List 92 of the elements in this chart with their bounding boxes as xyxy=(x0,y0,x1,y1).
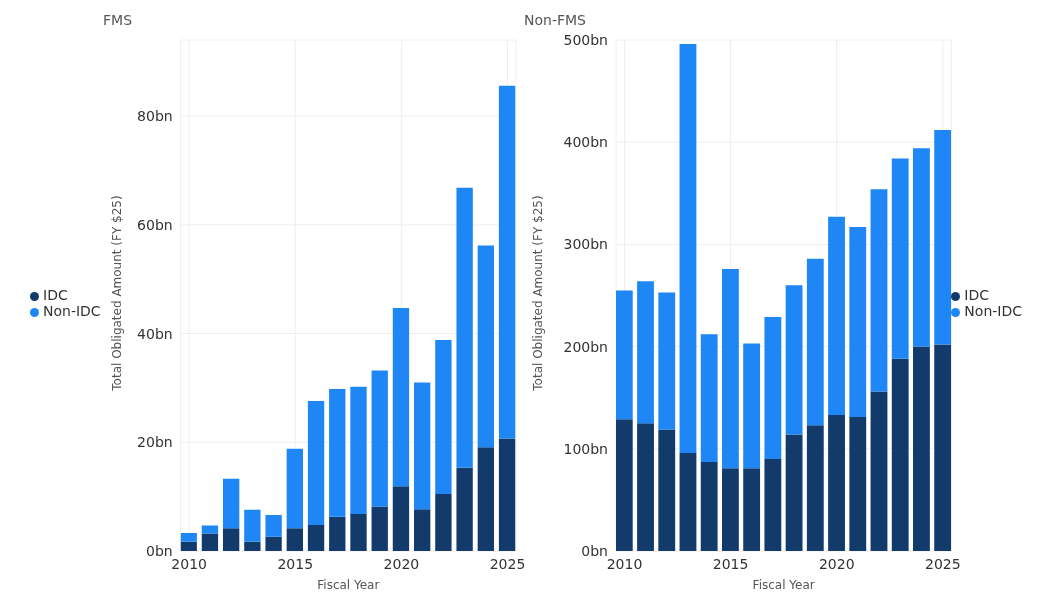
bar xyxy=(222,478,240,529)
bar xyxy=(849,227,867,418)
y-tick-label: 0bn xyxy=(145,542,173,559)
bar xyxy=(785,434,803,551)
bar xyxy=(201,525,219,534)
y-tick-label: 40bn xyxy=(137,325,173,342)
bar xyxy=(244,541,261,551)
x-tick-label: 2010 xyxy=(171,555,207,572)
bar xyxy=(764,459,782,551)
bar xyxy=(785,285,803,435)
bar xyxy=(392,486,410,551)
legend-label: Non-IDC xyxy=(964,303,1022,319)
bar xyxy=(498,438,516,551)
bar xyxy=(616,290,633,420)
y-tick-label: 500bn xyxy=(563,31,608,48)
bar xyxy=(849,417,867,551)
bar xyxy=(658,292,676,430)
x-axis-title: Fiscal Year xyxy=(752,578,815,592)
bar xyxy=(329,389,346,517)
bar xyxy=(806,425,824,551)
x-tick-label: 2020 xyxy=(383,555,420,572)
bar xyxy=(371,506,388,551)
bar xyxy=(637,281,654,424)
x-tick-label: 2025 xyxy=(925,555,961,572)
bar xyxy=(435,493,452,551)
bar xyxy=(743,468,761,551)
chart-title: Non-FMS xyxy=(524,12,586,28)
bar xyxy=(828,216,845,416)
x-tick-label: 2020 xyxy=(818,555,855,572)
y-tick-label: 0bn xyxy=(581,542,608,559)
bar xyxy=(477,447,495,551)
bar xyxy=(700,334,718,463)
bar xyxy=(679,452,697,551)
bar xyxy=(392,308,410,487)
bar xyxy=(498,85,516,439)
y-tick-label: 300bn xyxy=(563,236,608,253)
bar xyxy=(456,187,473,468)
bar xyxy=(913,148,930,347)
bar xyxy=(828,415,845,551)
bar xyxy=(870,189,888,392)
bar xyxy=(806,258,824,426)
bar xyxy=(934,344,952,551)
bar xyxy=(764,316,782,460)
bar xyxy=(180,533,197,542)
bar xyxy=(679,44,697,453)
bar xyxy=(456,467,473,551)
x-tick-label: 2025 xyxy=(489,555,526,572)
bar xyxy=(350,386,367,515)
bar xyxy=(222,528,240,551)
legend-label: Non-IDC xyxy=(43,303,101,319)
bar xyxy=(637,423,654,551)
bar xyxy=(722,268,739,469)
bar xyxy=(329,516,346,551)
x-tick-label: 2015 xyxy=(277,555,314,572)
x-tick-label: 2010 xyxy=(606,555,643,572)
bar xyxy=(435,340,452,494)
bar xyxy=(700,462,718,551)
y-tick-label: 80bn xyxy=(137,108,173,125)
y-tick-label: 20bn xyxy=(137,434,173,451)
bar xyxy=(286,528,303,551)
legend-label: IDC xyxy=(964,287,990,303)
chart-title: FMS xyxy=(103,12,133,28)
bar xyxy=(743,343,761,469)
y-tick-label: 60bn xyxy=(137,216,173,233)
y-axis-title: Total Obligated Amount (FY $25) xyxy=(531,195,546,391)
bar xyxy=(477,245,495,448)
bar xyxy=(870,391,888,551)
bar xyxy=(307,400,325,525)
x-axis-title: Fiscal Year xyxy=(317,578,380,592)
bar xyxy=(616,419,633,551)
bar xyxy=(891,158,909,359)
bar xyxy=(201,533,219,551)
y-axis-title: Total Obligated Amount (FY $25) xyxy=(110,195,125,391)
bar xyxy=(244,509,261,542)
bar xyxy=(371,370,388,507)
bar xyxy=(913,346,930,551)
y-tick-label: 400bn xyxy=(563,134,608,151)
bar xyxy=(286,448,303,529)
bar xyxy=(265,515,282,537)
bar xyxy=(414,382,431,510)
bar xyxy=(722,468,739,551)
bar xyxy=(891,358,909,551)
legend-label: IDC xyxy=(43,287,68,303)
bar xyxy=(307,524,325,551)
bar xyxy=(350,514,367,551)
x-tick-label: 2015 xyxy=(712,555,749,572)
y-tick-label: 100bn xyxy=(563,440,608,457)
y-tick-label: 200bn xyxy=(563,338,608,355)
bar xyxy=(180,541,197,551)
bar xyxy=(414,509,431,551)
bar xyxy=(658,429,676,551)
bar xyxy=(265,536,282,551)
